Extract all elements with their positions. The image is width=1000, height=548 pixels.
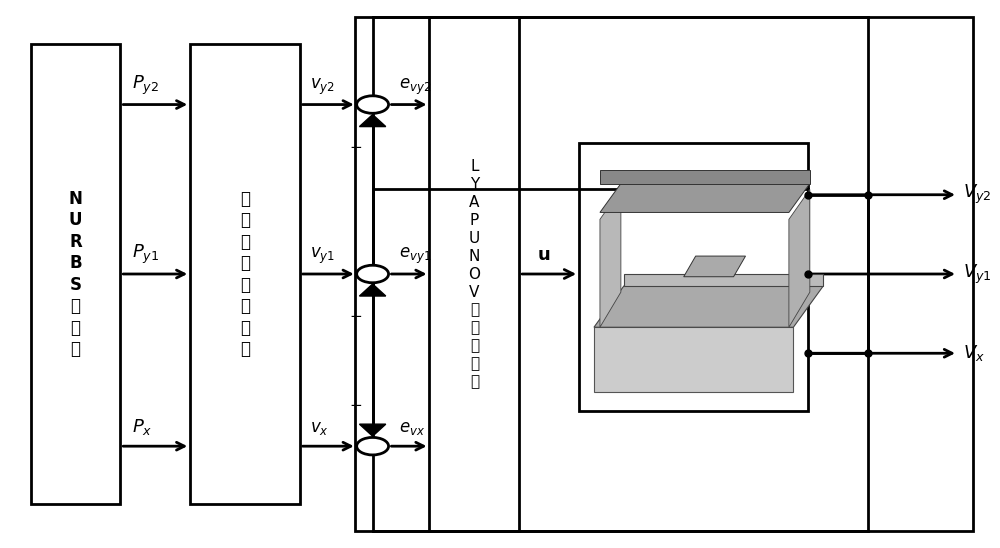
Polygon shape [600,170,810,184]
Polygon shape [359,115,386,127]
Circle shape [357,96,389,113]
Text: $\mathit{e_{vy1}}$: $\mathit{e_{vy1}}$ [399,246,431,266]
Circle shape [357,437,389,455]
Polygon shape [600,184,810,213]
Text: $\mathit{V_{y2}}$: $\mathit{V_{y2}}$ [963,183,991,207]
Bar [31,44,120,504]
Polygon shape [684,256,746,277]
Text: $-$: $-$ [349,396,363,411]
Text: $-$: $-$ [349,307,363,322]
Bar [579,143,808,410]
Bar [355,17,973,531]
Text: $\mathit{e_{vy2}}$: $\mathit{e_{vy2}}$ [399,76,431,96]
Polygon shape [789,190,810,327]
Polygon shape [600,190,621,327]
Bar [190,44,300,504]
Text: $\mathit{e_{vx}}$: $\mathit{e_{vx}}$ [399,419,425,437]
Text: $\mathit{v_x}$: $\mathit{v_x}$ [310,419,329,437]
Text: L
Y
A
P
U
N
O
V
速
度
控
制
器: L Y A P U N O V 速 度 控 制 器 [468,158,480,390]
Text: $\mathbf{u}$: $\mathbf{u}$ [537,246,550,264]
Polygon shape [594,286,823,327]
Text: $\mathit{P_{y1}}$: $\mathit{P_{y1}}$ [132,243,159,266]
Text: $\mathit{P_x}$: $\mathit{P_x}$ [132,417,153,437]
Text: $-$: $-$ [349,138,363,153]
Text: $\mathit{v_{y1}}$: $\mathit{v_{y1}}$ [310,246,335,266]
Text: 流
线
场
路
径
规
划
器: 流 线 场 路 径 规 划 器 [240,190,250,358]
Circle shape [357,265,389,283]
Polygon shape [359,284,386,296]
Text: $\mathit{v_{y2}}$: $\mathit{v_{y2}}$ [310,76,335,96]
FancyBboxPatch shape [594,327,793,391]
Polygon shape [624,275,823,286]
Bar [429,17,519,531]
Text: $\mathit{P_{y2}}$: $\mathit{P_{y2}}$ [132,74,159,97]
Text: $\mathit{V_x}$: $\mathit{V_x}$ [963,343,985,363]
Text: N
U
R
B
S
插
补
器: N U R B S 插 补 器 [69,190,82,358]
Text: $\mathit{V_{y1}}$: $\mathit{V_{y1}}$ [963,262,992,286]
Polygon shape [359,424,386,436]
